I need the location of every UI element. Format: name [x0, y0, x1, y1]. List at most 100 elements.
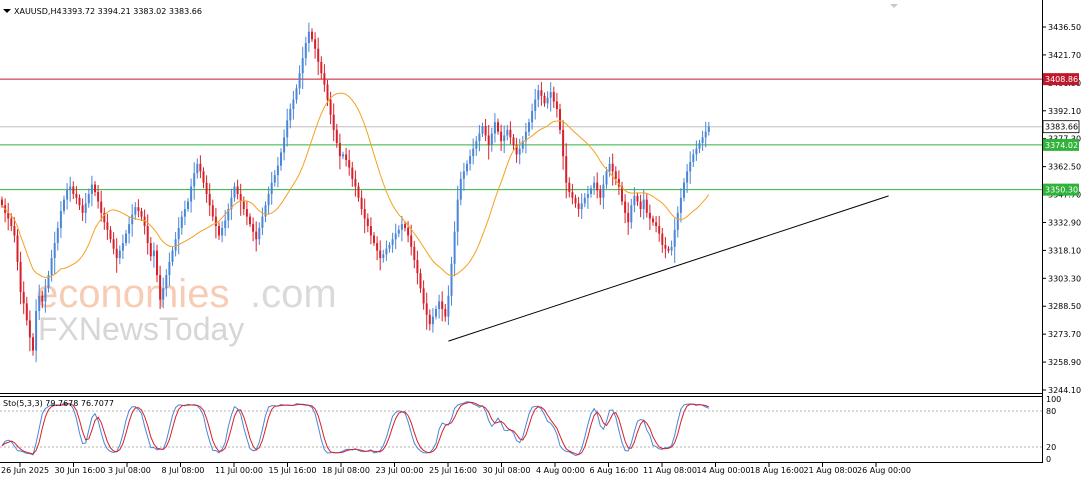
- candle-body: [534, 99, 537, 111]
- candle-body: [187, 201, 189, 210]
- time-tick-label: 30 Jun 16:00: [55, 466, 106, 475]
- time-tick-label: 26 Aug 00:00: [857, 466, 911, 475]
- candle-body: [180, 216, 183, 228]
- candle-body: [599, 190, 602, 198]
- candle-body: [143, 216, 146, 227]
- dropdown-arrow-icon[interactable]: [3, 9, 11, 13]
- candle-body: [469, 156, 472, 164]
- shift-marker-icon[interactable]: [890, 4, 898, 8]
- price-tick-label: 3303.30: [1048, 274, 1081, 283]
- candle-body: [459, 178, 462, 200]
- price-tick-label: 3392.10: [1048, 107, 1081, 116]
- candle-body: [230, 197, 233, 210]
- candle-body: [196, 163, 199, 174]
- candle-body: [118, 250, 121, 259]
- candle-body: [227, 209, 230, 221]
- candle-body: [100, 201, 103, 213]
- candle-body: [608, 163, 611, 172]
- current-price-box: [1042, 120, 1080, 134]
- candle-body: [258, 227, 261, 240]
- level-label-box: [1043, 73, 1079, 86]
- candle-body: [292, 99, 295, 110]
- time-tick-label: 3 Jul 08:00: [108, 466, 151, 475]
- candle-body: [165, 275, 168, 289]
- candle-body: [407, 227, 410, 236]
- candle-body: [670, 246, 673, 251]
- stochastic-panel: [0, 401, 1042, 457]
- ohlc-label: 3393.72 3394.21 3383.02 3383.66: [62, 7, 202, 16]
- price-tick-label: 3273.70: [1048, 330, 1081, 339]
- candle-body: [233, 186, 236, 198]
- candle-body: [84, 203, 87, 213]
- candle-body: [450, 263, 453, 296]
- candle-body: [701, 137, 704, 144]
- candle-body: [13, 226, 16, 236]
- candle-body: [453, 231, 456, 264]
- candle-body: [373, 235, 375, 244]
- support-trendline[interactable]: [448, 195, 889, 342]
- candle-body: [38, 295, 41, 311]
- candle-body: [152, 250, 155, 257]
- candle-body: [32, 337, 34, 351]
- candle-body: [298, 73, 301, 89]
- candle-body: [245, 209, 248, 217]
- candle-body: [342, 154, 344, 157]
- candle-body: [385, 248, 388, 255]
- candle-body: [655, 222, 658, 227]
- candle-body: [28, 320, 31, 338]
- candle-body: [410, 235, 413, 247]
- candle-body: [81, 205, 84, 213]
- candle-body: [146, 226, 149, 244]
- candle-body: [400, 224, 403, 230]
- candle-body: [1, 199, 3, 206]
- candle-body: [168, 261, 171, 276]
- candle-body: [540, 90, 543, 96]
- candle-body: [528, 122, 530, 132]
- candle-body: [475, 141, 478, 149]
- candle-body: [109, 229, 112, 240]
- candle-body: [630, 205, 633, 223]
- candle-body: [605, 171, 608, 185]
- candle-body: [580, 203, 583, 210]
- price-tick-label: 3318.10: [1048, 246, 1081, 255]
- candle-body: [112, 239, 115, 249]
- candle-body: [53, 243, 56, 259]
- time-tick-label: 30 Jul 08:00: [483, 466, 531, 475]
- candle-body: [128, 224, 131, 234]
- stochastic-tick-label: 20: [1046, 443, 1056, 452]
- candle-body: [565, 156, 568, 183]
- price-tick-label: 3332.90: [1048, 218, 1081, 227]
- candle-body: [394, 233, 397, 240]
- candle-body: [593, 182, 596, 189]
- candle-body: [621, 186, 623, 202]
- candle-body: [7, 212, 10, 219]
- price-tick-label: 3258.90: [1048, 358, 1081, 367]
- candle-body: [543, 95, 546, 104]
- candle-body: [462, 171, 465, 179]
- candle-body: [577, 203, 580, 210]
- candle-body: [652, 218, 654, 223]
- candle-body: [447, 295, 450, 317]
- candle-body: [391, 239, 394, 245]
- candle-body: [311, 31, 313, 40]
- candle-body: [707, 126, 710, 132]
- candle-body: [134, 207, 137, 215]
- price-tick-label: 3244.10: [1048, 386, 1081, 395]
- candle-body: [664, 244, 667, 249]
- candle-body: [72, 186, 75, 194]
- level-label: 3350.30: [1045, 186, 1078, 195]
- time-tick-label: 21 Aug 08:00: [804, 466, 858, 475]
- candle-body: [376, 243, 379, 251]
- candle-body: [264, 205, 267, 217]
- candle-body: [140, 210, 143, 217]
- candle-body: [94, 184, 96, 193]
- candle-body: [177, 227, 180, 240]
- price-levels: [0, 78, 1042, 191]
- candle-body: [667, 248, 670, 251]
- candle-body: [428, 314, 431, 325]
- candle-body: [518, 148, 521, 155]
- candle-body: [611, 163, 614, 172]
- candle-body: [218, 226, 220, 236]
- candle-body: [704, 131, 707, 138]
